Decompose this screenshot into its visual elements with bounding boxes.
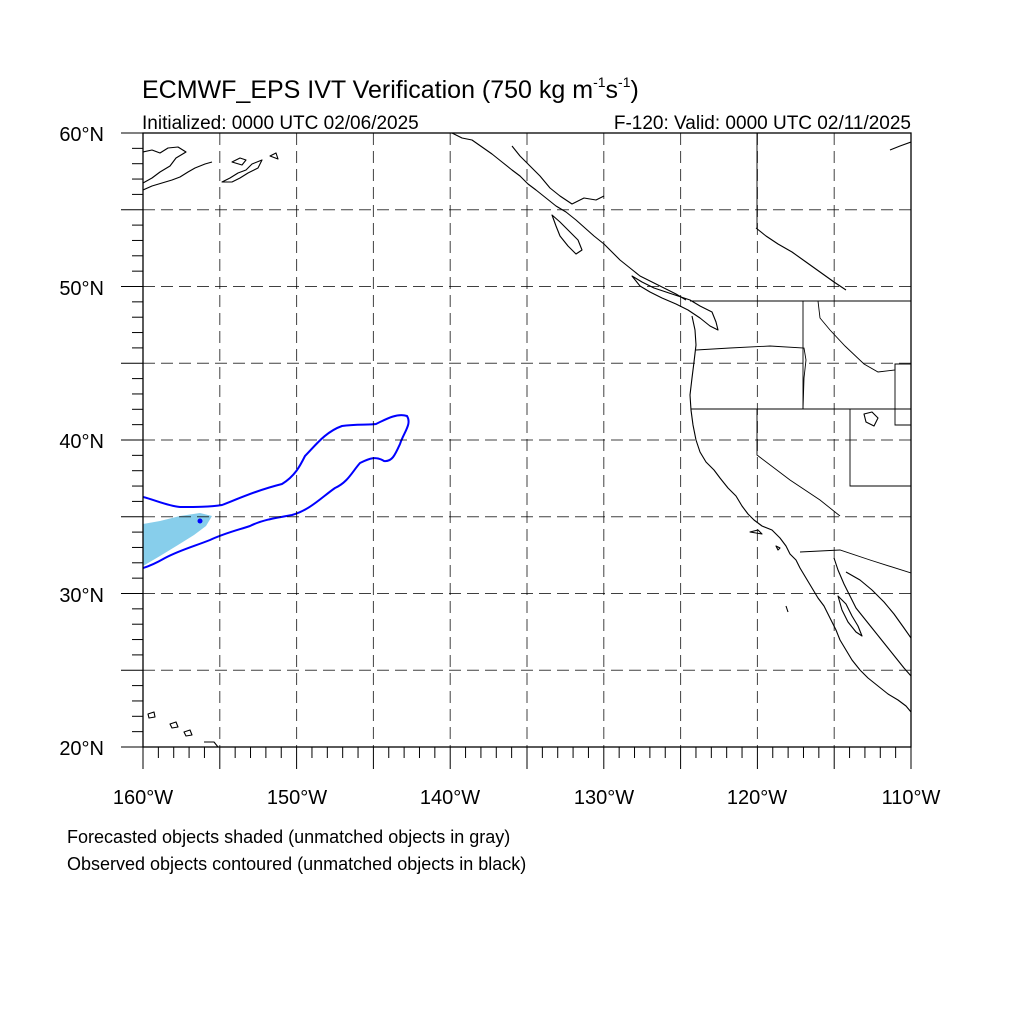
subtitle-valid: F-120: Valid: 0000 UTC 02/11/2025 <box>614 113 911 134</box>
observed-object-dot <box>197 518 203 524</box>
title-main-text: ECMWF_EPS IVT Verification (750 kg m <box>142 76 593 104</box>
lat-label-30n: 30°N <box>59 585 104 607</box>
coastlines <box>143 133 911 747</box>
lon-label-110w: 110°W <box>882 787 941 809</box>
footnote-observed: Observed objects contoured (unmatched ob… <box>67 854 526 874</box>
axis-ticks <box>121 132 912 769</box>
lat-label-40n: 40°N <box>59 431 104 453</box>
lat-label-50n: 50°N <box>59 278 104 300</box>
political-borders <box>690 133 911 574</box>
title-sup-2: -1 <box>618 74 631 90</box>
lon-label-150w: 150°W <box>267 787 327 809</box>
subtitle-initialized: Initialized: 0000 UTC 02/06/2025 <box>142 113 419 134</box>
lon-label-160w: 160°W <box>113 787 173 809</box>
title-sup-1: -1 <box>593 74 606 90</box>
title-end-text: ) <box>630 76 638 104</box>
lat-label-60n: 60°N <box>59 124 104 146</box>
longitude-labels: 160°W 150°W 140°W 130°W 120°W 110°W <box>113 787 941 809</box>
lon-label-130w: 130°W <box>574 787 634 809</box>
lon-label-140w: 140°W <box>420 787 480 809</box>
observed-object-contour <box>143 414 410 569</box>
chart-title: ECMWF_EPS IVT Verification (750 kg m-1s-… <box>142 74 639 104</box>
lat-label-20n: 20°N <box>59 738 104 760</box>
latitude-labels: 60°N 50°N 40°N 30°N 20°N <box>59 124 104 760</box>
title-mid-text: s <box>606 76 619 104</box>
forecast-object-shade <box>143 513 212 566</box>
lon-label-120w: 120°W <box>727 787 787 809</box>
graticule <box>143 133 911 747</box>
footnote-forecast: Forecasted objects shaded (unmatched obj… <box>67 827 510 847</box>
map-panel <box>143 133 911 747</box>
